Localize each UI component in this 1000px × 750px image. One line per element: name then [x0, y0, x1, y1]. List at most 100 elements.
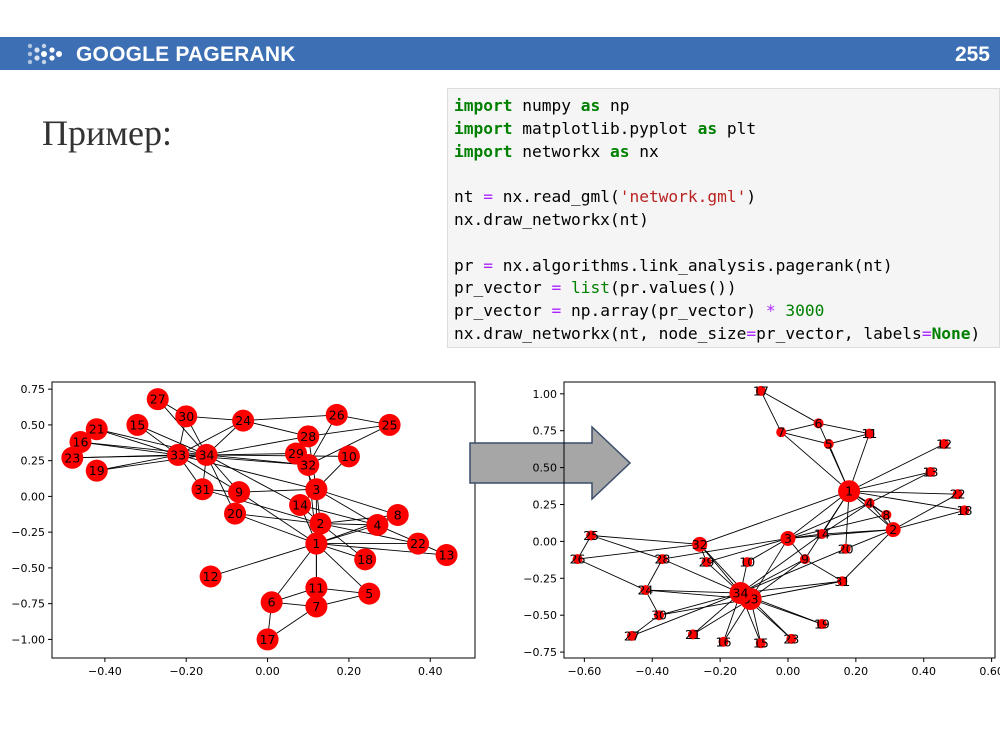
graph-node	[260, 591, 283, 614]
graph-node	[729, 582, 752, 605]
plot-frame	[51, 381, 476, 659]
graph-node-label: 33	[170, 447, 186, 462]
right-arrow	[468, 425, 632, 507]
graph-edge	[80, 441, 179, 456]
network-plot-left: −0.40 −0.20 0.00 0.20 0.40 0.75 0.50 0.25 0.00 −0…	[0, 360, 480, 694]
graph-edge	[157, 398, 207, 456]
graph-node-label: 25	[382, 417, 398, 432]
graph-node	[654, 610, 665, 621]
graph-edge	[787, 490, 850, 539]
graph-edge	[781, 422, 819, 433]
graph-node	[309, 512, 332, 535]
y-tick-label: 0.75	[533, 425, 558, 438]
right-arrow-icon	[469, 425, 632, 501]
graph-node-label: 27	[150, 392, 166, 407]
graph-edge	[234, 513, 317, 545]
graph-edge	[206, 454, 301, 506]
code-token: nx	[629, 141, 659, 161]
graph-edge	[645, 558, 663, 591]
plot-frame	[563, 381, 996, 659]
code-token: as	[609, 141, 630, 161]
graph-node-label: 30	[178, 409, 194, 424]
code-line: pr_vector = list(pr.values())	[454, 277, 999, 300]
graph-node	[289, 493, 312, 516]
graph-edge	[747, 538, 789, 563]
graph-edge	[577, 558, 646, 591]
x-tick-label: 0.20	[337, 665, 362, 678]
graph-edge	[750, 580, 843, 600]
code-token: np.array(pr_vector)	[561, 301, 766, 321]
graph-node	[816, 529, 827, 540]
graph-node	[305, 576, 328, 599]
graph-node-label: 26	[329, 407, 345, 422]
graph-edge	[210, 543, 317, 577]
graph-node-label: 27	[624, 628, 640, 643]
graph-node-label: 21	[89, 422, 105, 437]
graph-node	[687, 629, 698, 640]
graph-node-label: 7	[777, 425, 785, 440]
code-token: pr_vector	[454, 301, 552, 321]
graph-node	[199, 565, 222, 588]
graph-node-label: 14	[814, 527, 830, 542]
graph-edge	[177, 420, 244, 456]
graph-node-label: 14	[292, 497, 308, 512]
graph-node-label: 6	[268, 595, 276, 610]
graph-node	[224, 502, 247, 525]
y-tick-label: −0.25	[11, 526, 45, 539]
network-plot-left-svg: −0.40 −0.20 0.00 0.20 0.40 0.75 0.50 0.25 0.00 −0…	[11, 381, 476, 678]
graph-node	[881, 509, 892, 520]
page-number: 255	[954, 43, 990, 66]
graph-node	[305, 478, 328, 501]
code-token: 'network.gml'	[619, 187, 747, 207]
code-token: *	[765, 301, 776, 321]
graph-edge	[238, 491, 317, 544]
graph-node	[354, 548, 377, 571]
graph-node	[61, 446, 84, 469]
graph-node-label: 25	[583, 528, 599, 543]
graph-node-label: 32	[300, 457, 316, 472]
graph-edge	[804, 558, 843, 582]
code-token: )	[970, 323, 981, 343]
graph-node-label: 23	[783, 631, 799, 646]
graph-node	[146, 388, 169, 411]
graph-node	[838, 480, 861, 503]
graph-node-label: 31	[195, 482, 211, 497]
graph-node-label: 8	[882, 507, 890, 522]
x-tick-label: 0.00	[776, 665, 801, 678]
graph-edge	[645, 589, 741, 594]
graph-node	[755, 385, 766, 396]
graph-node-label: 26	[570, 552, 586, 567]
graph-node	[640, 585, 651, 596]
graph-node-label: 13	[923, 465, 939, 480]
graph-edge	[206, 435, 309, 456]
graph-node-label: 11	[308, 580, 324, 595]
graph-node	[407, 532, 430, 555]
graph-node-label: 20	[838, 541, 854, 556]
code-token: as	[580, 96, 601, 115]
graph-node-label: 2	[316, 516, 324, 531]
code-token: pr_vector	[454, 278, 552, 298]
graph-edge	[96, 428, 207, 456]
graph-edge	[234, 513, 321, 525]
code-token: import	[454, 141, 513, 161]
graph-node	[126, 413, 149, 436]
x-tick-label: 0.00	[255, 665, 280, 678]
graph-node-label: 12	[936, 436, 952, 451]
code-token: None	[931, 323, 971, 343]
graph-node-label: 29	[699, 555, 715, 570]
graph-node-label: 20	[227, 506, 243, 521]
x-tick-label: −0.40	[88, 665, 122, 678]
graph-node	[939, 438, 950, 449]
x-tick-label: 0.60	[979, 665, 1000, 678]
graph-node-label: 18	[357, 552, 373, 567]
graph-node	[823, 438, 834, 449]
slide-heading: Пример:	[42, 113, 173, 153]
graph-node-label: 12	[203, 569, 219, 584]
graph-edge	[848, 443, 945, 492]
code-token: numpy	[512, 96, 581, 115]
y-tick-label: −0.25	[523, 572, 557, 585]
graph-node	[297, 453, 320, 476]
graph-node-label: 3	[312, 482, 320, 497]
graph-node	[742, 557, 753, 568]
graph-node-label: 23	[64, 450, 80, 465]
